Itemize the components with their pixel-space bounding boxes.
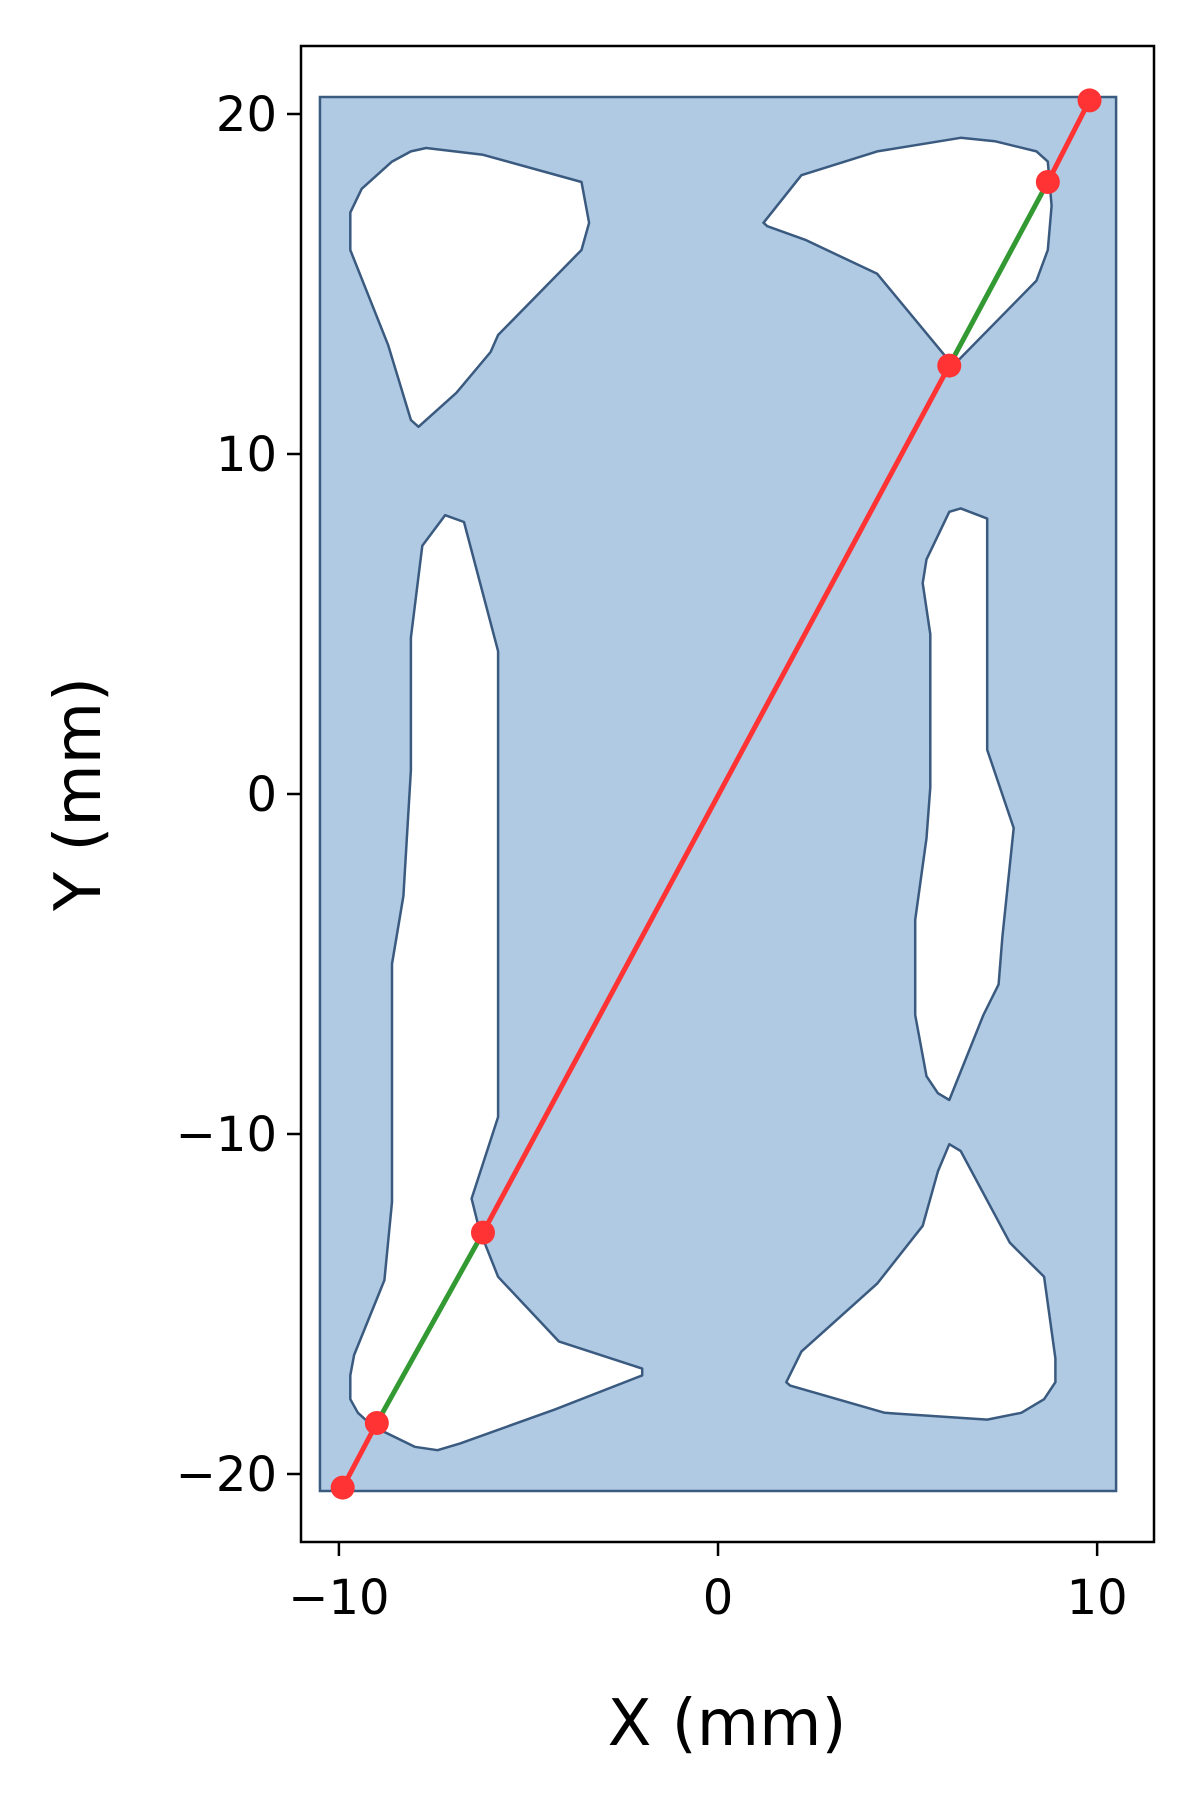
x-tick-label: 0 xyxy=(703,1570,734,1626)
ticks: −10 0 10 −20 −10 0 10 20 xyxy=(176,87,1128,1626)
series-1-segment-1 xyxy=(946,179,1051,369)
plot-content xyxy=(318,88,1118,1500)
hole-top-left xyxy=(349,146,591,429)
hole-mid-right xyxy=(913,507,1015,1102)
series-0-segment-0 xyxy=(340,1420,380,1491)
y-tick-label: 10 xyxy=(216,427,277,483)
series-0-point-0 xyxy=(330,1475,355,1500)
y-tick-label: −20 xyxy=(176,1447,277,1503)
series-0-point-1 xyxy=(364,1411,389,1435)
series-0-point-2 xyxy=(470,1220,495,1245)
y-tick-label: −10 xyxy=(176,1107,277,1163)
hole-bottom-right xyxy=(785,1142,1057,1421)
hole-mid-left xyxy=(349,513,644,1452)
y-tick-label: 0 xyxy=(246,767,277,823)
series-0-point-3 xyxy=(937,353,962,378)
series-1-segment-0 xyxy=(374,1230,486,1426)
x-axis-label: X (mm) xyxy=(608,1687,847,1761)
series-0-point-4 xyxy=(1035,170,1060,194)
x-tick-label: −10 xyxy=(288,1570,389,1626)
series-0-point-5 xyxy=(1077,88,1102,113)
series-0-segment-2 xyxy=(1045,97,1093,185)
y-tick-label: 20 xyxy=(216,87,277,143)
series-0-segment-1 xyxy=(480,363,952,1236)
x-tick-label: 10 xyxy=(1067,1570,1128,1626)
y-axis-label: Y (mm) xyxy=(42,677,116,912)
